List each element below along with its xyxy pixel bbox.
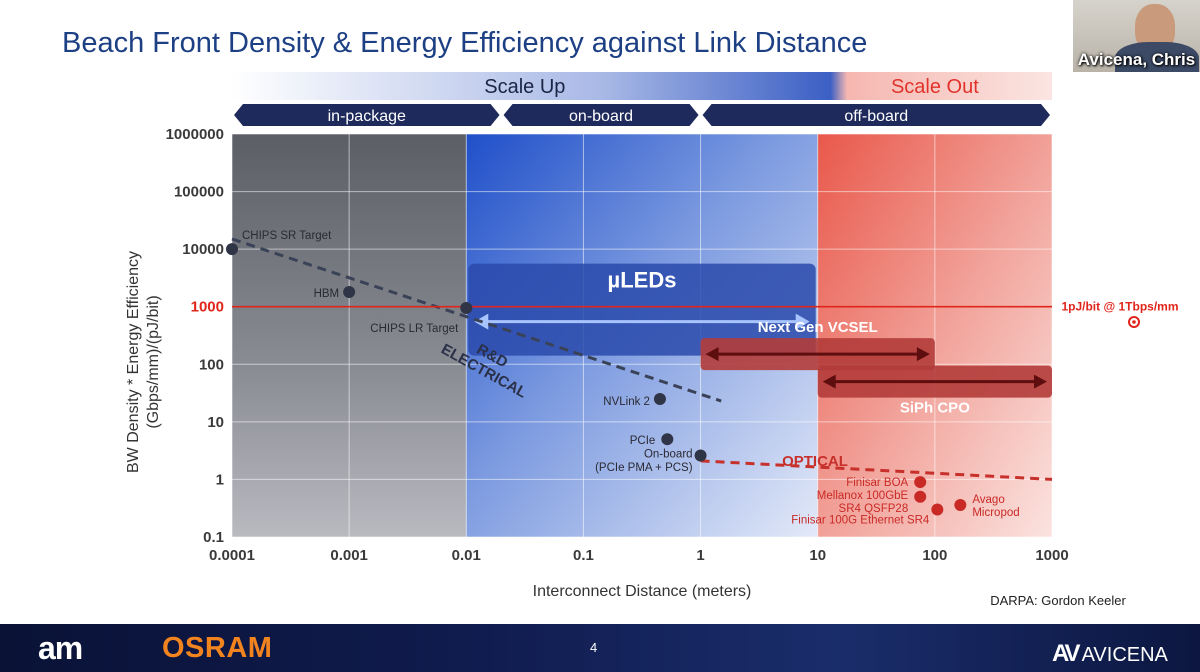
range-arrowhead-right-1	[916, 347, 930, 362]
y-tick-label-3: 100	[199, 356, 224, 373]
osram-logo: OSRAM	[162, 632, 273, 664]
segment-label-2: off-board	[844, 108, 908, 125]
range-label-1: Next Gen VCSEL	[758, 319, 878, 336]
reference-line-label: 1pJ/bit @ 1Tbps/mm	[1061, 300, 1178, 314]
data-points: CHIPS SR Target HBM CHIPS LR Target NVLink …	[226, 230, 1020, 527]
segment-arrow-2	[702, 104, 1050, 126]
axes: 0.0001 0.001 0.01 0.1 1 10 100 1000 0.1 1 10 100 100…	[166, 126, 1069, 564]
electrical-point-5	[694, 449, 707, 462]
range-arrowhead-right-2	[1034, 374, 1047, 389]
x-tick-label-6: 100	[922, 547, 947, 564]
chart: Scale Up Scale Out in-package on-board off-…	[125, 72, 1179, 608]
presenter-shirt	[1115, 42, 1199, 72]
optical-point-0	[914, 476, 927, 489]
y-tick-label-4: 1000	[191, 299, 224, 316]
avicena-logo-mark: AV	[1052, 640, 1081, 667]
top-bands: Scale Up Scale Out	[232, 72, 1052, 100]
slide-title: Beach Front Density & Energy Efficiency …	[62, 27, 868, 59]
x-axis-label: Interconnect Distance (meters)	[533, 583, 752, 600]
y-tick-label-5: 10000	[182, 241, 224, 258]
x-tick-label-3: 0.1	[573, 547, 594, 564]
reference-line: 1pJ/bit @ 1Tbps/mm	[232, 300, 1179, 328]
y-tick-label-7: 1000000	[166, 126, 224, 143]
optical-point-label-3: Avago Micropod	[972, 494, 1019, 519]
avicena-logo-text: AVICENA	[1081, 644, 1168, 666]
x-tick-label-7: 1000	[1035, 547, 1068, 564]
grid-lines	[231, 133, 1053, 538]
electrical-point-label-0: CHIPS SR Target	[242, 230, 332, 242]
optical-point-1	[914, 490, 927, 503]
electrical-point-label-5: On-board (PCIe PMA + PCS)	[595, 449, 693, 474]
y-tick-label-1: 1	[216, 471, 224, 488]
range-arrowhead-left-2	[822, 374, 836, 389]
segment-arrow-1	[503, 104, 699, 126]
segment-arrows: in-package on-board off-board	[234, 104, 1050, 126]
trend-line-0	[231, 237, 722, 403]
segment-label-1: on-board	[569, 108, 633, 125]
x-tick-label-2: 0.01	[452, 547, 481, 564]
y-tick-label-2: 10	[207, 414, 224, 431]
scale-band-background	[232, 72, 1052, 100]
optical-point-label-1: Mellanox 100GbE SR4 QSFP28	[817, 490, 909, 515]
segment-label-0: in-package	[328, 108, 406, 125]
avicena-logo: AV AVICENA	[1052, 640, 1168, 668]
presenter-name: Avicena, Chris	[1077, 50, 1196, 69]
electrical-point-2	[460, 301, 473, 314]
segment-arrow-0	[234, 104, 500, 126]
electrical-point-label-2: CHIPS LR Target	[370, 323, 459, 335]
y-axis-label-line1: BW Density * Energy Efficiency	[125, 251, 142, 473]
cursor-pointer-dot	[1132, 320, 1136, 324]
optical-point-label-0: Finisar BOA	[846, 477, 908, 489]
cursor-pointer-marker	[1128, 316, 1140, 328]
source-credit: DARPA: Gordon Keeler	[990, 593, 1126, 608]
trend-label-1: OPTICAL	[782, 453, 848, 470]
range-arrowhead-left-1	[705, 347, 719, 362]
x-tick-label-5: 10	[809, 547, 826, 564]
optical-point-2	[931, 503, 944, 516]
page-number: 4	[590, 640, 598, 655]
range-label-2: SiPh CPO	[900, 400, 970, 417]
x-tick-label-4: 1	[696, 547, 704, 564]
optical-point-label-2: Finisar 100G Ethernet SR4	[791, 515, 930, 527]
footer-bar: am OSRAM 4 AV AVICENA	[0, 624, 1200, 672]
electrical-point-label-4: PCIe	[630, 435, 656, 447]
electrical-point-label-1: HBM	[314, 288, 340, 300]
electrical-point-label-3: NVLink 2	[603, 396, 650, 408]
scale-band-label-0: Scale Up	[484, 76, 565, 98]
range-box-0	[468, 263, 816, 356]
ams-logo: am	[38, 630, 83, 666]
x-tick-label-0: 0.0001	[209, 547, 255, 564]
presenter-video-tile[interactable]: Avicena, Chris	[1073, 0, 1200, 72]
range-arrowhead-right-0	[795, 313, 810, 330]
electrical-point-4	[661, 433, 674, 446]
scale-band-label-1: Scale Out	[891, 76, 979, 98]
y-tick-label-0: 0.1	[203, 529, 224, 546]
y-tick-label-6: 100000	[174, 184, 224, 201]
optical-point-3	[954, 498, 967, 511]
electrical-point-3	[653, 392, 666, 405]
x-tick-label-1: 0.001	[330, 547, 368, 564]
technology-ranges: µLEDs Next Gen VCSEL SiPh CPO	[468, 263, 1052, 417]
electrical-point-0	[226, 243, 238, 256]
range-label-0: µLEDs	[608, 268, 677, 293]
trend-line-1	[700, 459, 1053, 481]
y-axis-label-line2: (Gbps/mm)/(pJ/bit)	[145, 295, 162, 428]
electrical-point-1	[343, 286, 356, 299]
